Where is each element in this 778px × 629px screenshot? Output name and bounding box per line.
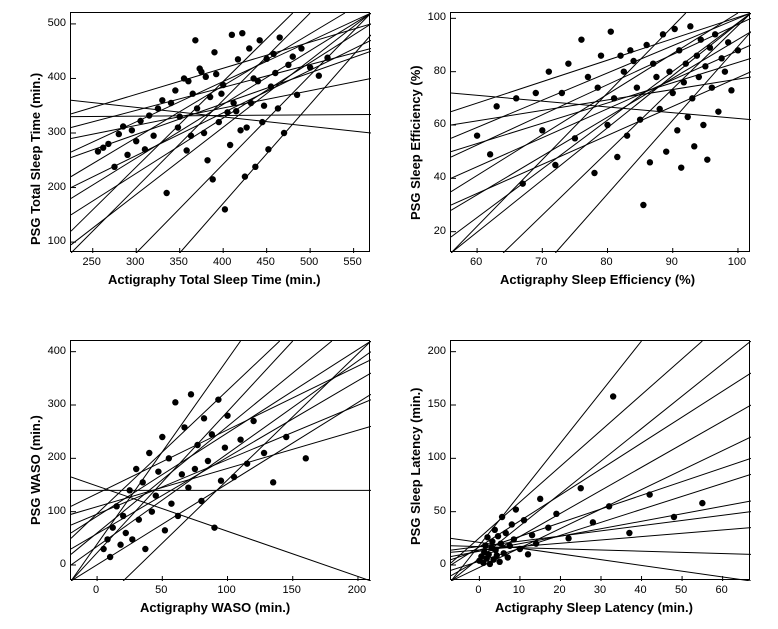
xtick-label: 60 [470, 256, 482, 268]
xtick-label: 30 [594, 584, 606, 596]
xtick-label: 60 [715, 584, 727, 596]
ytick-label: 50 [430, 505, 446, 517]
xlabel-se: Actigraphy Sleep Efficiency (%) [500, 272, 695, 287]
ylabel-tst: PSG Total Sleep Time (min.) [28, 73, 43, 245]
ylabel-sl: PSG Sleep Latency (min.) [408, 388, 423, 546]
xtick-label: 350 [170, 256, 188, 268]
ytick-label: 20 [430, 225, 446, 237]
xtick-label: 10 [513, 584, 525, 596]
ylabel-waso: PSG WASO (min.) [28, 415, 43, 525]
ytick-label: 200 [44, 181, 66, 193]
xtick-label: 80 [600, 256, 612, 268]
ytick-label: 40 [430, 171, 446, 183]
plot-area-waso [70, 340, 370, 580]
xtick-label: 300 [126, 256, 144, 268]
xtick-label: 20 [553, 584, 565, 596]
ytick-label: 80 [430, 65, 446, 77]
ytick-label: 500 [44, 17, 66, 29]
ytick-label: 100 [424, 11, 446, 23]
plot-area-tst [70, 12, 370, 252]
svg-layer-tst [71, 13, 371, 253]
xtick-label: 200 [348, 584, 366, 596]
ytick-label: 200 [44, 451, 66, 463]
plot-area-se [450, 12, 750, 252]
panel-tst [70, 12, 370, 252]
xtick-label: 150 [283, 584, 301, 596]
xtick-label: 400 [213, 256, 231, 268]
xtick-label: 40 [634, 584, 646, 596]
xtick-label: 500 [300, 256, 318, 268]
xtick-label: 450 [256, 256, 274, 268]
panel-waso [70, 340, 370, 580]
ytick-label: 60 [430, 118, 446, 130]
xtick-label: 0 [475, 584, 481, 596]
xlabel-sl: Actigraphy Sleep Latency (min.) [495, 600, 693, 615]
ytick-label: 0 [436, 558, 446, 570]
ylabel-se: PSG Sleep Efficiency (%) [408, 65, 423, 220]
ytick-label: 100 [424, 451, 446, 463]
panel-sl [450, 340, 750, 580]
xlabel-waso: Actigraphy WASO (min.) [140, 600, 290, 615]
ytick-label: 100 [44, 505, 66, 517]
xtick-label: 100 [217, 584, 235, 596]
xlabel-tst: Actigraphy Total Sleep Time (min.) [108, 272, 321, 287]
svg-layer-waso [71, 341, 371, 581]
xtick-label: 50 [155, 584, 167, 596]
ytick-label: 100 [44, 235, 66, 247]
ytick-label: 200 [424, 345, 446, 357]
ytick-label: 0 [56, 558, 66, 570]
svg-layer-sl [451, 341, 751, 581]
xtick-label: 70 [535, 256, 547, 268]
xtick-label: 50 [675, 584, 687, 596]
xtick-label: 0 [93, 584, 99, 596]
xtick-label: 250 [83, 256, 101, 268]
ytick-label: 400 [44, 345, 66, 357]
plot-area-sl [450, 340, 750, 580]
xtick-label: 550 [343, 256, 361, 268]
svg-layer-se [451, 13, 751, 253]
xtick-label: 90 [666, 256, 678, 268]
xtick-label: 100 [728, 256, 746, 268]
ytick-label: 400 [44, 71, 66, 83]
figure-root: PSG Total Sleep Time (min.) Actigraphy T… [0, 0, 778, 629]
panel-se [450, 12, 750, 252]
ytick-label: 150 [424, 398, 446, 410]
ytick-label: 300 [44, 398, 66, 410]
ytick-label: 300 [44, 126, 66, 138]
